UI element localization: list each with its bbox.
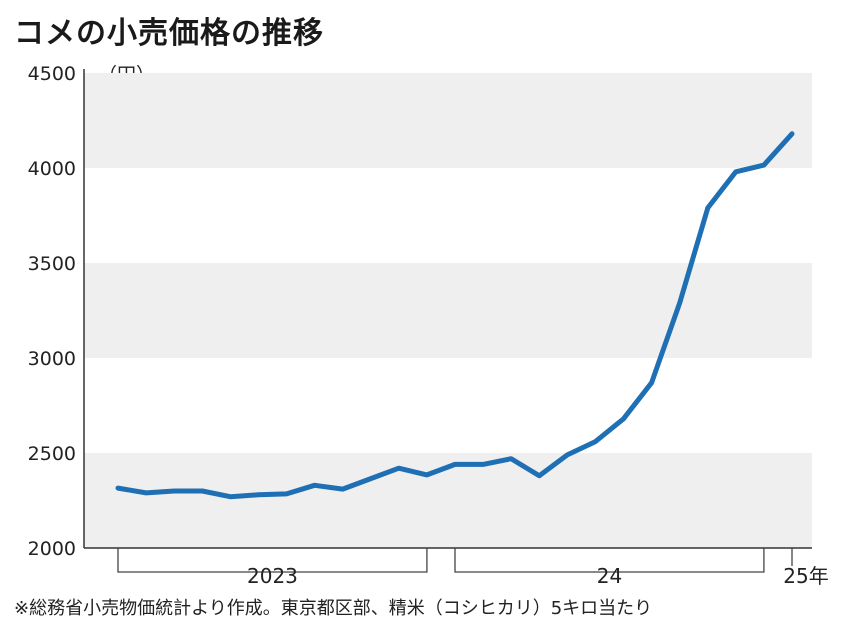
band-3000: [84, 263, 812, 358]
chart-title: コメの小売価格の推移: [14, 16, 324, 51]
period-brackets: 2023 24 25年: [117, 548, 829, 588]
source-note: ※総務省小売物価統計より作成。東京都区部、精米（コシヒカリ）5キロ当たり: [14, 598, 653, 619]
price-line: [115, 131, 795, 500]
period-bracket: [117, 548, 428, 573]
band-4000: [84, 73, 812, 168]
period-label: 2023: [247, 564, 298, 588]
axes: [83, 69, 812, 549]
band-3500: [84, 168, 812, 263]
period-label: 24: [597, 564, 622, 588]
y-tick-label: 3500: [28, 253, 76, 275]
period-bracket: [454, 548, 765, 573]
background-bands: [84, 73, 812, 548]
y-tick-label: 4000: [28, 158, 76, 180]
y-tick-label: 2500: [28, 443, 76, 465]
band-2500: [84, 358, 812, 453]
y-tick-label: 2000: [28, 538, 76, 560]
period-label: 25年: [783, 564, 828, 588]
y-tick-label: 3000: [28, 348, 76, 370]
y-tick-labels: 2000 2500 3000 3500 4000 4500: [28, 63, 76, 560]
y-tick-label: 4500: [28, 63, 76, 85]
